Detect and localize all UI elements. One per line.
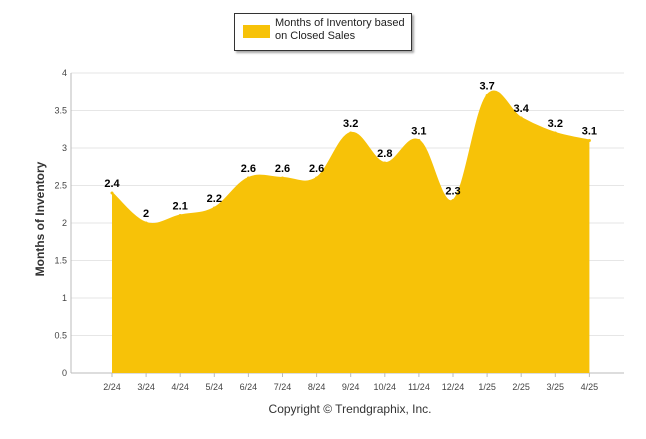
data-label: 2.6 <box>241 163 256 175</box>
y-tick-label: 0 <box>62 368 67 378</box>
y-tick-label: 1 <box>62 293 67 303</box>
data-point <box>178 214 182 217</box>
data-point <box>315 176 319 180</box>
data-label: 2.3 <box>445 186 460 198</box>
series-line <box>111 90 590 225</box>
data-point <box>144 221 148 225</box>
x-tick-label: 4/25 <box>581 382 599 392</box>
copyright-text: Copyright © Trendgraphix, Inc. <box>268 402 432 416</box>
data-label: 3.2 <box>548 118 563 130</box>
data-label: 3.4 <box>514 103 530 115</box>
x-tick-label: 1/25 <box>478 382 496 392</box>
data-label: 2.8 <box>377 148 392 160</box>
data-point <box>281 176 284 180</box>
legend-label: Months of Inventory based on Closed Sale… <box>275 17 405 42</box>
y-tick-label: 4 <box>62 68 67 78</box>
x-tick-label: 8/24 <box>308 382 326 392</box>
data-point <box>519 116 523 120</box>
legend: Months of Inventory based on Closed Sale… <box>234 13 412 51</box>
data-label: 2 <box>143 208 149 220</box>
data-point <box>587 139 591 142</box>
legend-swatch <box>243 25 270 38</box>
data-point <box>553 131 557 135</box>
data-label: 2.4 <box>104 178 120 190</box>
y-tick-label: 2 <box>62 218 67 228</box>
y-tick-label: 2.5 <box>54 181 67 191</box>
x-tick-label: 10/24 <box>374 382 397 392</box>
x-tick-label: 3/25 <box>547 382 565 392</box>
x-tick-label: 5/24 <box>206 382 224 392</box>
x-tick-label: 11/24 <box>408 382 430 392</box>
y-axis-label: Months of Inventory <box>33 161 47 277</box>
y-tick-label: 0.5 <box>54 331 67 341</box>
data-label: 3.2 <box>343 118 358 130</box>
y-tick-label: 3 <box>62 143 67 153</box>
data-point <box>212 206 216 210</box>
data-label: 2.1 <box>173 201 188 213</box>
x-tick-label: 12/24 <box>442 382 465 392</box>
x-tick-label: 3/24 <box>137 382 155 392</box>
y-tick-label: 1.5 <box>54 256 67 266</box>
x-tick-label: 9/24 <box>342 382 360 392</box>
data-point <box>383 161 387 165</box>
data-label: 2.6 <box>275 163 290 175</box>
data-label: 2.2 <box>207 193 222 205</box>
data-label: 2.6 <box>309 163 324 175</box>
x-tick-label: 2/24 <box>103 382 121 392</box>
x-tick-label: 2/25 <box>512 382 530 392</box>
data-point <box>349 131 353 135</box>
data-label: 3.1 <box>582 126 597 138</box>
x-tick-label: 6/24 <box>240 382 258 392</box>
data-point <box>110 191 114 195</box>
x-tick-label: 7/24 <box>274 382 292 392</box>
data-point <box>246 176 250 180</box>
data-label: 3.7 <box>479 81 494 93</box>
data-point <box>417 139 421 142</box>
x-tick-label: 4/24 <box>171 382 189 392</box>
series-area <box>112 91 590 374</box>
data-label: 3.1 <box>411 126 426 138</box>
data-point <box>485 94 489 97</box>
data-point <box>451 199 455 202</box>
y-tick-label: 3.5 <box>54 106 67 116</box>
